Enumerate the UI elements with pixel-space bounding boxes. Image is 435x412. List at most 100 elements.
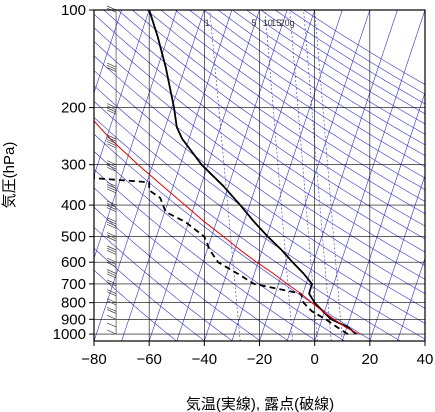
wind-barb-flag xyxy=(106,109,117,115)
series-lines xyxy=(94,10,360,335)
wind-barb-flag xyxy=(106,232,117,237)
wind-barb-flag xyxy=(106,298,117,304)
wind-barb-flag xyxy=(106,289,117,294)
y-tick-label: 700 xyxy=(61,276,86,293)
y-tick-label: 300 xyxy=(61,157,86,174)
x-tick-label: 0 xyxy=(310,351,318,368)
wind-barb-flag xyxy=(106,5,117,11)
wind-barb xyxy=(106,160,117,172)
mixing-ratio-line xyxy=(209,10,241,341)
y-tick-label: 200 xyxy=(61,100,86,117)
y-tick-label: 900 xyxy=(61,311,86,328)
wind-barb-flag xyxy=(106,300,117,306)
wind-barb-flag xyxy=(106,236,117,242)
wind-barb-flag xyxy=(106,62,117,68)
dry-adiabat-line xyxy=(117,10,425,227)
wind-barb-flag xyxy=(106,250,117,255)
y-axis-title: 気圧(hPa) xyxy=(1,142,18,209)
x-tick-label: −20 xyxy=(247,351,272,368)
isotherm-line xyxy=(94,10,178,260)
wind-barb-flag xyxy=(106,143,117,149)
wind-barb-flag xyxy=(106,141,117,146)
wind-barb xyxy=(106,329,117,335)
wind-barb-flag xyxy=(106,64,117,70)
dry-adiabat-line xyxy=(217,10,425,146)
x-tick-label: −80 xyxy=(81,351,106,368)
y-tick-label: 400 xyxy=(61,197,86,214)
wind-barb-flag xyxy=(106,245,117,251)
wind-barb-flag xyxy=(106,105,117,111)
dry-adiabat-line xyxy=(94,100,425,340)
wind-barb-flag xyxy=(106,219,117,225)
wind-barbs xyxy=(106,5,117,335)
wind-barb-flag xyxy=(106,291,117,297)
dry-adiabat-line xyxy=(94,187,289,341)
wind-barb-flag xyxy=(106,186,117,192)
wind-barb xyxy=(106,279,117,287)
wind-barb xyxy=(106,289,117,297)
dry-adiabat-line xyxy=(160,10,425,190)
wind-barb-flag xyxy=(106,107,117,113)
wind-barb-flag xyxy=(106,207,117,213)
wind-barb-flag xyxy=(106,188,117,194)
wind-barb-flag xyxy=(106,160,117,166)
wind-barb-flag xyxy=(106,269,117,274)
wind-barb-flag xyxy=(106,184,117,189)
dry-adiabat-line xyxy=(94,13,425,253)
wind-barb-flag xyxy=(106,136,117,142)
x-tick-label: −60 xyxy=(136,351,161,368)
isotherm-line xyxy=(342,91,425,341)
mixing-ratio-label: 10 xyxy=(263,18,273,28)
adiabat-lines xyxy=(94,10,425,341)
mixing-ratio-label: 5 xyxy=(251,18,256,28)
wind-barb xyxy=(106,245,117,255)
dry-adiabat-line xyxy=(94,55,425,294)
parcel-line xyxy=(94,120,360,335)
wind-barb xyxy=(106,217,117,229)
isotherm-line xyxy=(121,10,233,341)
dewpoint-line xyxy=(94,173,349,335)
dry-adiabat-line xyxy=(94,168,317,341)
wind-barb xyxy=(106,298,117,306)
dry-adiabat-line xyxy=(203,10,425,156)
wind-barb xyxy=(106,200,117,213)
wind-barb-flag xyxy=(106,202,117,208)
isotherm-line xyxy=(176,10,288,341)
grid-lines xyxy=(94,10,425,341)
wind-barb-flag xyxy=(106,314,117,320)
wind-barb xyxy=(106,103,117,115)
wind-barb xyxy=(106,306,117,314)
wind-barb-flag xyxy=(106,103,117,108)
isotherm-line xyxy=(286,10,398,341)
wind-barb xyxy=(106,232,117,242)
dry-adiabat-line xyxy=(94,269,177,341)
wind-barb xyxy=(106,322,117,328)
dry-adiabat-line xyxy=(94,247,205,341)
wind-barb-flag xyxy=(106,262,117,267)
wind-barb-flag xyxy=(106,166,117,172)
wind-barb-flag xyxy=(106,273,117,279)
dry-adiabat-line xyxy=(146,10,425,202)
wind-barb-flag xyxy=(106,67,117,72)
wind-barb-flag xyxy=(106,181,117,187)
wind-barb-flag xyxy=(106,205,117,210)
wind-barb-flag xyxy=(106,279,117,285)
dry-adiabat-line xyxy=(94,41,425,280)
y-tick-label: 500 xyxy=(61,229,86,246)
wind-barb-flag xyxy=(106,306,117,312)
wind-barb-flag xyxy=(106,134,117,140)
x-tick-label: 20 xyxy=(361,351,378,368)
wind-barb xyxy=(106,62,117,72)
isotherm-line xyxy=(397,257,425,341)
wind-barb-flag xyxy=(106,200,117,206)
wind-barb xyxy=(106,314,117,320)
y-tick-label: 600 xyxy=(61,254,86,271)
mixing-ratio-label: 20g xyxy=(280,18,295,28)
axis-ticks: −80 −60 −40 −20 0 20 40 100 200 300 400 500 600 700 80… xyxy=(53,2,434,368)
wind-barb-flag xyxy=(106,271,117,277)
mixing-ratio-line xyxy=(314,10,343,341)
mixing-ratio-label: 1 xyxy=(205,18,210,28)
wind-barb-flag xyxy=(106,217,117,223)
wind-barb-flag xyxy=(106,162,117,168)
